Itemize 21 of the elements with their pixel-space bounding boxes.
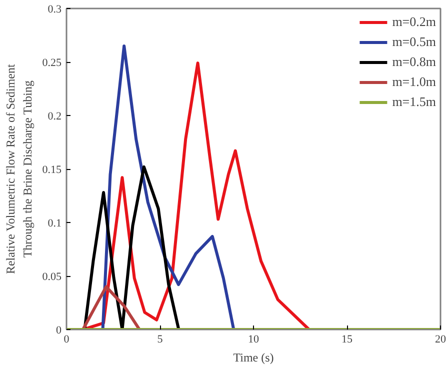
x-tick-label: 10 xyxy=(248,334,260,346)
y-tick-label: 0.05 xyxy=(42,271,62,283)
line-series xyxy=(101,44,236,330)
y-axis-title: Relative Volumetric Flow Rate of Sediment Through the Brine Discharge Tubing xyxy=(3,64,34,274)
legend-label: m=1.0m xyxy=(392,74,436,90)
y-tick-label: 0 xyxy=(56,324,62,336)
x-axis-title: Time (s) xyxy=(233,350,274,364)
line-series xyxy=(83,165,180,330)
legend-label: m=1.5m xyxy=(392,94,436,110)
x-tick-label: 20 xyxy=(435,334,446,346)
legend-label: m=0.2m xyxy=(392,14,436,30)
x-tick-label: 5 xyxy=(157,334,164,346)
x-tick-label: 15 xyxy=(342,334,353,346)
legend-label: m=0.5m xyxy=(392,34,436,50)
y-tick-label: 0.1 xyxy=(48,218,62,230)
y-tick-label: 0.25 xyxy=(42,57,62,69)
y-tick-label: 0.15 xyxy=(42,164,62,176)
legend-label: m=0.8m xyxy=(392,54,436,70)
y-tick-label: 0.3 xyxy=(48,4,62,16)
x-tick-label: 0 xyxy=(64,334,70,346)
y-tick-label: 0.2 xyxy=(48,110,62,122)
